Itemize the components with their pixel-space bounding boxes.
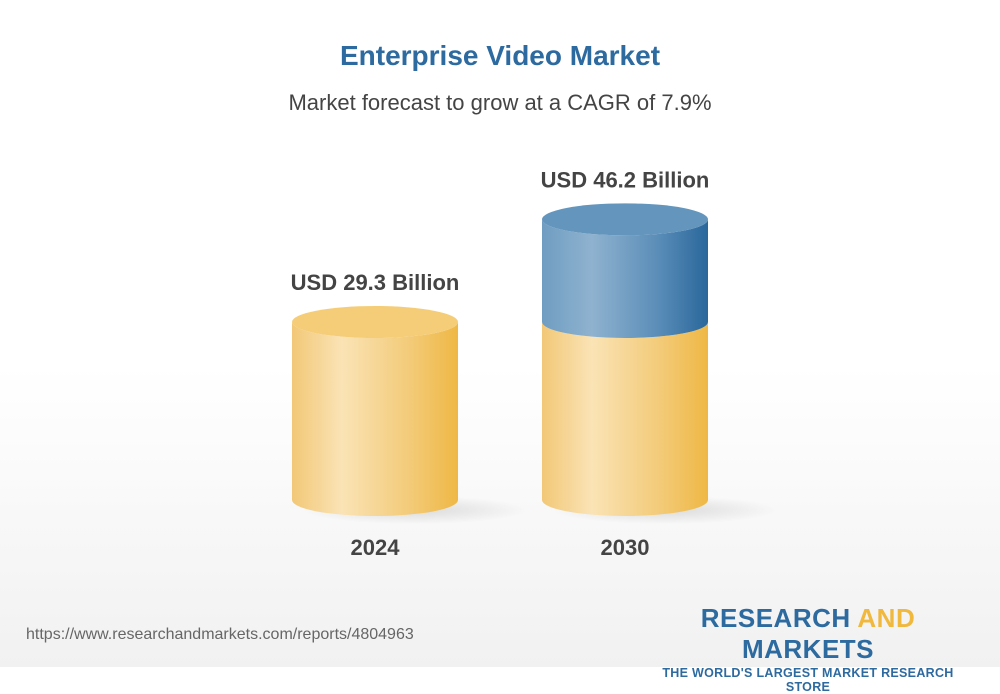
cylinder-chart: USD 29.3 Billion 2024 USD 46.2 Billion 2030 [291,167,778,560]
chart-subtitle: Market forecast to grow at a CAGR of 7.9… [288,90,712,115]
chart-title: Enterprise Video Market [339,40,661,71]
cylinder-base-segment [542,322,708,516]
cylinder-2024 [292,322,458,516]
report-url[interactable]: https://www.researchandmarkets.com/repor… [26,626,414,643]
cylinder-top [542,203,708,236]
data-label: USD 46.2 Billion [541,167,710,192]
research-and-markets-logo: RESEARCH AND MARKETS THE WORLD'S LARGEST… [662,603,954,694]
cylinder-growth-segment [542,219,708,338]
cylinder-top [292,306,458,339]
category-label: 2030 [601,535,650,560]
data-label: USD 29.3 Billion [291,270,460,295]
category-label: 2024 [351,535,401,560]
